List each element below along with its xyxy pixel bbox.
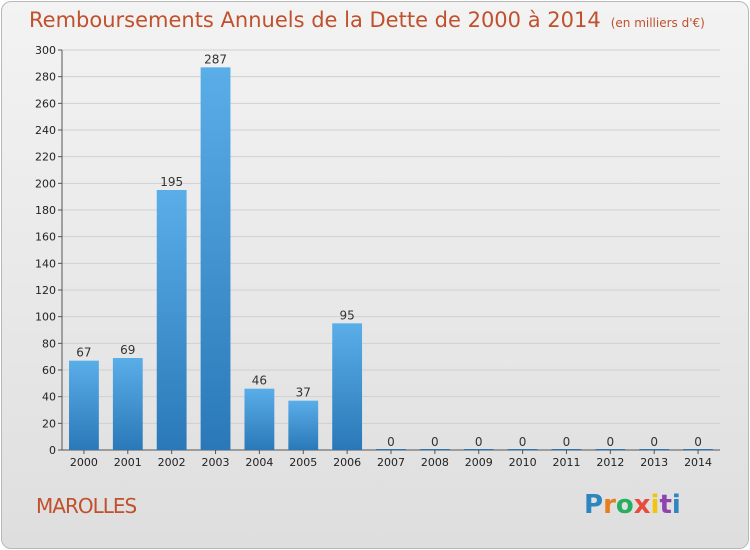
data-label: 67: [76, 346, 91, 360]
data-label: 195: [160, 175, 183, 189]
data-label: 0: [387, 435, 395, 449]
commune-name: MAROLLES: [36, 494, 137, 518]
data-label: 69: [120, 343, 135, 357]
x-tick-label: 2002: [158, 456, 186, 469]
x-tick-label: 2009: [465, 456, 493, 469]
y-tick-label: 0: [49, 444, 56, 457]
x-tick-label: 2014: [684, 456, 712, 469]
x-tick-label: 2013: [640, 456, 668, 469]
data-label: 37: [296, 386, 311, 400]
x-tick-label: 2006: [333, 456, 361, 469]
y-tick-label: 140: [35, 257, 56, 270]
x-tick-label: 2007: [377, 456, 405, 469]
logo-letter: i: [671, 490, 681, 520]
x-tick-label: 2001: [114, 456, 142, 469]
data-label: 0: [519, 435, 527, 449]
logo-letter: i: [650, 490, 660, 520]
data-label: 0: [563, 435, 571, 449]
x-tick-label: 2011: [552, 456, 580, 469]
x-tick-label: 2003: [202, 456, 230, 469]
y-tick-label: 260: [35, 97, 56, 110]
bar: [244, 388, 275, 450]
x-tick-label: 2004: [245, 456, 273, 469]
y-tick-label: 100: [35, 311, 56, 324]
logo-letter: P: [584, 490, 604, 520]
bar: [112, 358, 143, 450]
chart-title: Remboursements Annuels de la Dette de 20…: [29, 8, 705, 32]
chart-title-text: Remboursements Annuels de la Dette de 20…: [29, 8, 601, 32]
bar: [332, 323, 363, 450]
y-tick-label: 180: [35, 204, 56, 217]
y-tick-label: 220: [35, 151, 56, 164]
x-tick-label: 2012: [596, 456, 624, 469]
data-label: 46: [252, 374, 267, 388]
y-tick-label: 80: [42, 337, 56, 350]
logo-letter: t: [659, 490, 672, 520]
y-tick-label: 200: [35, 177, 56, 190]
y-tick-label: 280: [35, 71, 56, 84]
logo-letter: x: [633, 490, 651, 520]
bar: [69, 360, 99, 450]
y-tick-label: 20: [42, 417, 56, 430]
data-label: 0: [650, 435, 658, 449]
y-tick-label: 120: [35, 284, 56, 297]
data-label: 95: [339, 308, 354, 322]
x-tick-label: 2005: [289, 456, 317, 469]
y-tick-label: 160: [35, 231, 56, 244]
logo-letter: o: [615, 490, 634, 520]
chart-subtitle: (en milliers d'€): [610, 16, 705, 30]
data-label: 0: [431, 435, 439, 449]
logo-letter: r: [603, 490, 616, 520]
y-tick-label: 300: [35, 44, 56, 57]
y-tick-label: 240: [35, 124, 56, 137]
bar: [200, 67, 231, 450]
bar: [156, 190, 187, 450]
proxiti-logo: Proxiti: [584, 490, 681, 520]
data-label: 287: [204, 52, 227, 66]
x-tick-label: 2008: [421, 456, 449, 469]
bar: [288, 400, 319, 450]
x-tick-label: 2010: [509, 456, 537, 469]
x-tick-label: 2000: [70, 456, 98, 469]
data-label: 0: [475, 435, 483, 449]
y-tick-label: 40: [42, 391, 56, 404]
data-label: 0: [694, 435, 702, 449]
data-label: 0: [607, 435, 615, 449]
y-tick-label: 60: [42, 364, 56, 377]
